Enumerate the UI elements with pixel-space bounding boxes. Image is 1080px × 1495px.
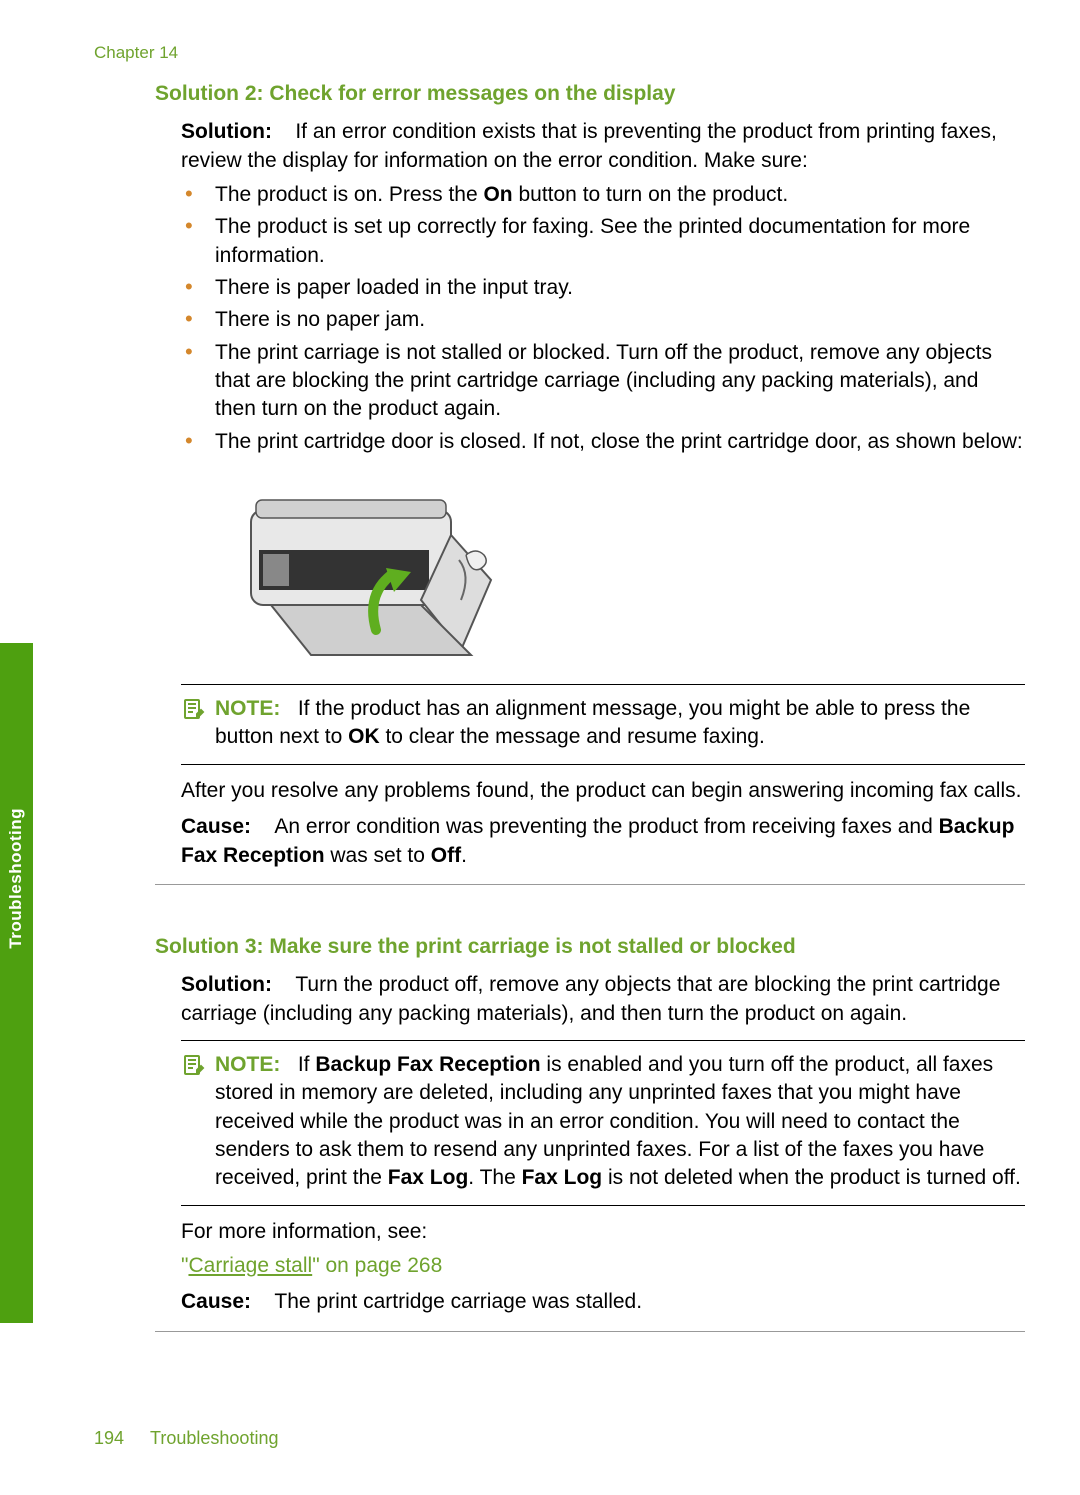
list-item: The print cartridge door is closed. If n… bbox=[185, 428, 1025, 456]
page-footer: 194 Troubleshooting bbox=[94, 1426, 278, 1450]
chapter-label: Chapter 14 bbox=[94, 42, 178, 65]
note-text: NOTE: If the product has an alignment me… bbox=[215, 695, 1025, 752]
more-info-label: For more information, see: bbox=[181, 1218, 1025, 1246]
page-content: Solution 2: Check for error messages on … bbox=[155, 80, 1025, 1332]
side-tab-text: Troubleshooting bbox=[5, 808, 28, 949]
note-icon bbox=[181, 1053, 205, 1077]
list-item: The print carriage is not stalled or blo… bbox=[185, 339, 1025, 424]
printer-illustration bbox=[211, 480, 511, 670]
footer-section-name: Troubleshooting bbox=[150, 1426, 278, 1450]
solution-2-text: Solution: If an error condition exists t… bbox=[181, 118, 1025, 175]
cause-block: Cause: An error condition was preventing… bbox=[181, 813, 1025, 870]
solution-label: Solution: bbox=[181, 120, 272, 143]
list-item: There is no paper jam. bbox=[185, 306, 1025, 334]
footer-page-number: 194 bbox=[94, 1426, 124, 1450]
section-solution-2: Solution 2: Check for error messages on … bbox=[155, 80, 1025, 885]
solution-2-list: The product is on. Press the On button t… bbox=[185, 181, 1025, 456]
side-tab: Troubleshooting bbox=[0, 643, 33, 1323]
list-item: The product is set up correctly for faxi… bbox=[185, 213, 1025, 270]
note-icon bbox=[181, 697, 205, 721]
note-block: NOTE: If Backup Fax Reception is enabled… bbox=[181, 1040, 1025, 1206]
note-text: NOTE: If Backup Fax Reception is enabled… bbox=[215, 1051, 1025, 1193]
list-item: There is paper loaded in the input tray. bbox=[185, 274, 1025, 302]
section-divider bbox=[155, 1331, 1025, 1332]
solution-3-body: Turn the product off, remove any objects… bbox=[181, 973, 1000, 1024]
list-item: The product is on. Press the On button t… bbox=[185, 181, 1025, 209]
cause-block: Cause: The print cartridge carriage was … bbox=[181, 1288, 1025, 1316]
section-solution-3: Solution 3: Make sure the print carriage… bbox=[155, 933, 1025, 1332]
solution-2-heading: Solution 2: Check for error messages on … bbox=[155, 80, 1025, 108]
solution-label: Solution: bbox=[181, 973, 272, 996]
cross-reference-link[interactable]: "Carriage stall" on page 268 bbox=[181, 1252, 1025, 1280]
section-divider bbox=[155, 884, 1025, 885]
solution-3-text: Solution: Turn the product off, remove a… bbox=[181, 971, 1025, 1028]
note-block: NOTE: If the product has an alignment me… bbox=[181, 684, 1025, 765]
after-note-text: After you resolve any problems found, th… bbox=[181, 777, 1025, 805]
solution-2-body: If an error condition exists that is pre… bbox=[181, 120, 997, 171]
solution-3-heading: Solution 3: Make sure the print carriage… bbox=[155, 933, 1025, 961]
